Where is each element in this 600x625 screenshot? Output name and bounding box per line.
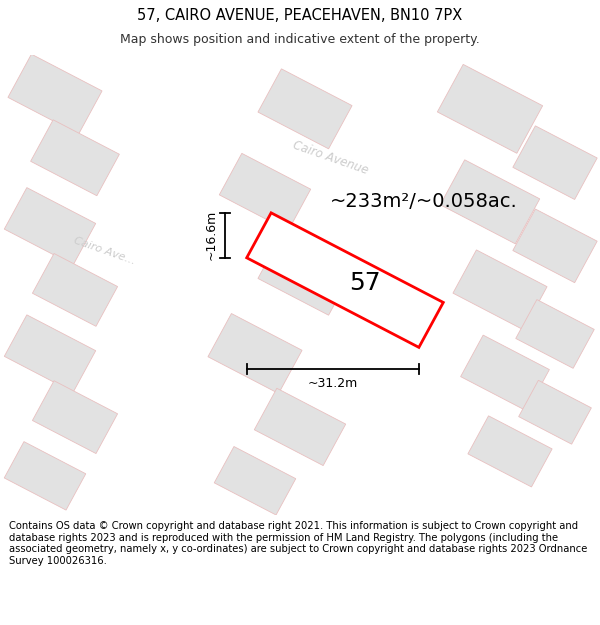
Text: ~233m²/~0.058ac.: ~233m²/~0.058ac.: [330, 192, 518, 211]
Polygon shape: [516, 299, 594, 368]
Polygon shape: [518, 380, 592, 444]
Polygon shape: [258, 69, 352, 149]
Polygon shape: [31, 120, 119, 196]
Polygon shape: [32, 381, 118, 454]
Polygon shape: [147, 423, 600, 548]
Polygon shape: [208, 314, 302, 394]
Polygon shape: [214, 446, 296, 515]
Polygon shape: [247, 213, 443, 348]
Polygon shape: [440, 160, 540, 244]
Polygon shape: [461, 335, 550, 411]
Polygon shape: [0, 42, 504, 224]
Text: Cairo Avenue: Cairo Avenue: [290, 139, 370, 177]
Polygon shape: [219, 153, 311, 231]
Text: ~16.6m: ~16.6m: [205, 210, 218, 261]
Text: Contains OS data © Crown copyright and database right 2021. This information is : Contains OS data © Crown copyright and d…: [9, 521, 587, 566]
Polygon shape: [0, 48, 140, 522]
Polygon shape: [32, 254, 118, 326]
Polygon shape: [8, 54, 102, 134]
Polygon shape: [513, 209, 597, 282]
Polygon shape: [258, 235, 352, 315]
Text: ~31.2m: ~31.2m: [308, 377, 358, 390]
Polygon shape: [254, 388, 346, 466]
Text: Cairo Ave…: Cairo Ave…: [73, 235, 137, 266]
Polygon shape: [453, 250, 547, 330]
Polygon shape: [437, 64, 542, 153]
Text: 57: 57: [349, 271, 381, 295]
Polygon shape: [4, 442, 86, 510]
Text: Map shows position and indicative extent of the property.: Map shows position and indicative extent…: [120, 33, 480, 46]
Polygon shape: [513, 126, 597, 199]
Polygon shape: [4, 188, 96, 265]
Polygon shape: [4, 315, 96, 392]
Text: 57, CAIRO AVENUE, PEACEHAVEN, BN10 7PX: 57, CAIRO AVENUE, PEACEHAVEN, BN10 7PX: [137, 8, 463, 23]
Polygon shape: [0, 119, 600, 363]
Polygon shape: [0, 266, 600, 509]
Polygon shape: [468, 416, 552, 487]
Polygon shape: [202, 48, 413, 522]
